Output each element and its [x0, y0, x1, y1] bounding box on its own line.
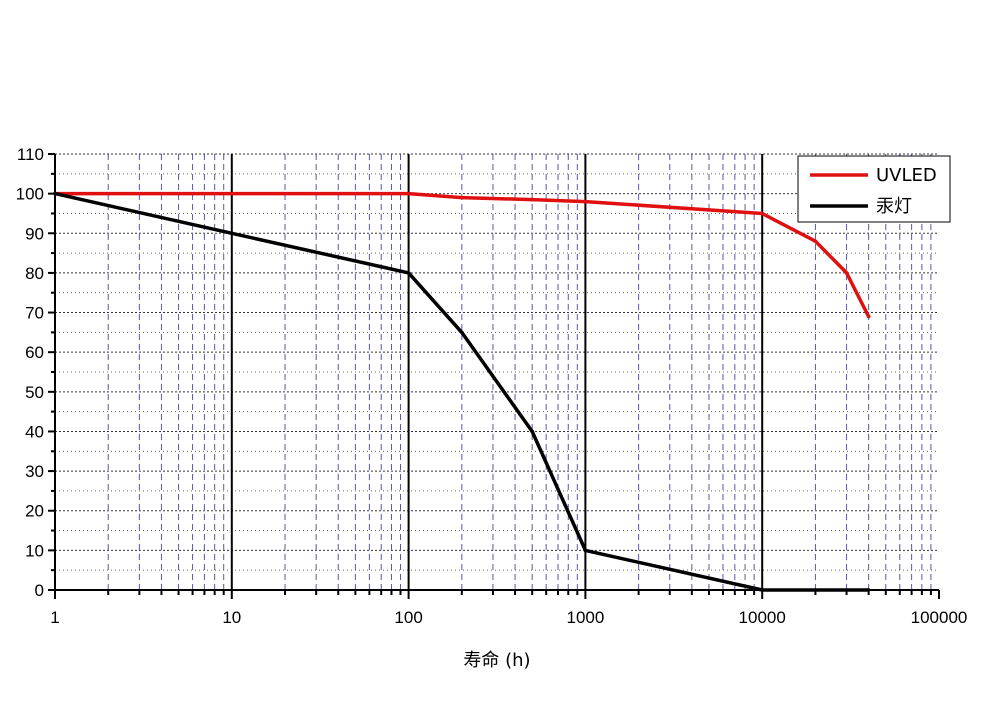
y-tick-label: 100 [16, 185, 44, 204]
x-axis-title: 寿命 (h) [463, 650, 530, 671]
data-point [760, 211, 764, 216]
y-tick-label: 80 [25, 264, 44, 283]
series-lines [53, 191, 871, 592]
data-point [406, 271, 411, 275]
data-point [583, 199, 588, 204]
data-point [583, 548, 588, 553]
y-tick-label: 30 [25, 462, 44, 481]
y-tick-label: 20 [25, 502, 44, 521]
data-point [844, 271, 849, 275]
data-point [53, 191, 57, 196]
series-line-0 [53, 191, 871, 319]
x-tick-label: 10000 [739, 608, 786, 627]
data-point [760, 588, 764, 592]
y-tick-label: 50 [25, 383, 44, 402]
series-line-1 [53, 191, 871, 592]
y-tick-label: 10 [25, 541, 44, 560]
x-tick-label: 100 [394, 608, 422, 627]
data-point [406, 191, 411, 196]
data-point [530, 429, 534, 434]
x-tick-label: 100000 [911, 608, 968, 627]
x-axis-ticks: 1 10 100 1000 10000 100000 [50, 590, 967, 627]
y-tick-label: 0 [35, 581, 44, 600]
x-tick-label: 10 [222, 608, 241, 627]
data-point [866, 314, 871, 319]
y-tick-label: 70 [25, 304, 44, 323]
data-point [460, 195, 464, 200]
legend-box [797, 155, 951, 223]
data-point [230, 231, 234, 236]
x-tick-label: 1 [50, 608, 59, 627]
y-tick-label: 60 [25, 343, 44, 362]
data-point [460, 330, 464, 335]
data-point [813, 239, 818, 243]
y-tick-label: 90 [25, 224, 44, 243]
data-point [530, 197, 534, 202]
y-axis-ticks: 0 10 20 30 40 50 60 70 80 90 100 110 [16, 145, 55, 600]
data-point [230, 191, 234, 196]
legend: UVLED 汞灯 [797, 155, 951, 223]
grid [55, 153, 939, 590]
legend-label: 汞灯 [876, 196, 912, 217]
x-tick-label: 1000 [566, 608, 604, 627]
y-tick-label: 40 [25, 422, 44, 441]
data-point [866, 588, 871, 592]
y-tick-label: 110 [17, 145, 44, 164]
legend-label: UVLED [876, 165, 937, 186]
